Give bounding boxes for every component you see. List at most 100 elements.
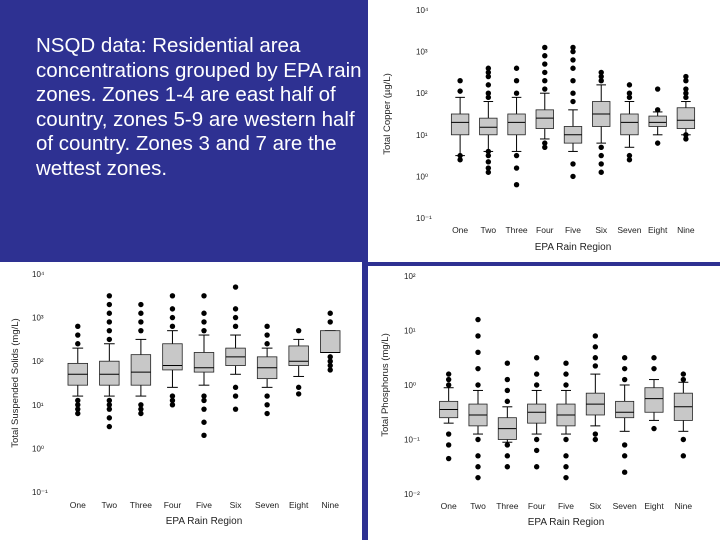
category-label: Six bbox=[230, 500, 243, 510]
outlier-point bbox=[533, 447, 540, 454]
y-tick-label: 10⁻¹ bbox=[404, 436, 420, 445]
iqr-box bbox=[450, 113, 470, 136]
iqr-box bbox=[99, 360, 120, 386]
category-label: Two bbox=[470, 501, 486, 511]
outlier-point bbox=[327, 367, 333, 373]
outlier-point bbox=[445, 382, 452, 388]
outlier-point bbox=[485, 90, 492, 96]
y-tick-label: 10⁻¹ bbox=[32, 488, 48, 497]
outlier-point bbox=[201, 393, 207, 399]
iqr-box bbox=[676, 107, 696, 129]
box-five bbox=[563, 44, 583, 180]
phosphorus-boxplot-chart: 10⁻² 10⁻¹ 10⁰ 10¹ 10² One Two Three Four Five Six S… bbox=[380, 272, 693, 528]
outlier-point bbox=[169, 306, 176, 312]
outlier-point bbox=[106, 406, 113, 412]
iqr-box bbox=[162, 343, 183, 371]
category-label: Three bbox=[505, 225, 527, 235]
outlier-point bbox=[504, 376, 511, 383]
outlier-point bbox=[533, 464, 540, 470]
outlier-point bbox=[542, 61, 548, 67]
y-tick-label: 10⁻² bbox=[404, 490, 420, 499]
outlier-point bbox=[106, 319, 113, 325]
outlier-point bbox=[138, 327, 144, 334]
iqr-box bbox=[527, 403, 547, 424]
iqr-box bbox=[535, 109, 554, 129]
outlier-point bbox=[232, 323, 239, 330]
category-label: Eight bbox=[289, 500, 309, 510]
outlier-point bbox=[513, 182, 520, 188]
outlier-point bbox=[445, 371, 452, 377]
box-four bbox=[535, 44, 554, 150]
category-label: Three bbox=[130, 500, 152, 510]
outlier-point bbox=[598, 69, 604, 76]
outlier-point bbox=[683, 136, 689, 142]
outlier-point bbox=[683, 73, 689, 80]
y-tick-label: 10¹ bbox=[404, 327, 416, 336]
outlier-point bbox=[327, 319, 333, 325]
outlier-point bbox=[592, 363, 599, 369]
outlier-point bbox=[621, 453, 628, 459]
outlier-point bbox=[485, 165, 492, 171]
outlier-point bbox=[563, 453, 569, 459]
outlier-point bbox=[201, 432, 207, 439]
outlier-point bbox=[232, 306, 239, 312]
y-tick-label: 10² bbox=[416, 89, 428, 98]
outlier-point bbox=[626, 90, 633, 96]
outlier-point bbox=[75, 410, 81, 417]
x-axis-label: EPA Rain Region bbox=[535, 242, 612, 253]
outlier-point bbox=[621, 376, 628, 383]
iqr-box bbox=[620, 113, 639, 136]
outlier-point bbox=[598, 78, 604, 84]
category-label: Four bbox=[536, 225, 554, 235]
outlier-point bbox=[563, 464, 569, 470]
outlier-point bbox=[75, 341, 81, 347]
outlier-point bbox=[592, 333, 599, 339]
outlier-point bbox=[504, 387, 511, 394]
copper-boxplot-chart: 10⁻¹ 10⁰ 10¹ 10² 10³ 10⁴ One Two Three Four Five Si… bbox=[382, 6, 696, 253]
outlier-point bbox=[169, 323, 176, 330]
outlier-point bbox=[533, 382, 540, 388]
outlier-point bbox=[475, 474, 481, 481]
iqr-box bbox=[644, 387, 664, 413]
y-tick-label: 10⁴ bbox=[416, 6, 429, 15]
category-label: One bbox=[452, 225, 468, 235]
box-six bbox=[592, 69, 611, 175]
outlier-point bbox=[621, 469, 628, 475]
outlier-point bbox=[533, 355, 540, 361]
box-three bbox=[507, 65, 526, 188]
outlier-point bbox=[138, 406, 144, 412]
outlier-point bbox=[232, 406, 239, 412]
box-one bbox=[450, 78, 470, 163]
category-label: Seven bbox=[255, 500, 279, 510]
outlier-point bbox=[106, 397, 113, 404]
category-label: Eight bbox=[648, 225, 668, 235]
outlier-point bbox=[563, 436, 569, 443]
outlier-point bbox=[651, 365, 657, 372]
outlier-point bbox=[626, 152, 633, 159]
box-five bbox=[556, 360, 576, 481]
outlier-point bbox=[592, 344, 599, 350]
outlier-point bbox=[563, 371, 569, 377]
outlier-point bbox=[485, 69, 492, 76]
outlier-point bbox=[570, 98, 576, 105]
outlier-point bbox=[169, 293, 176, 299]
outlier-point bbox=[201, 293, 207, 299]
box-eight bbox=[288, 327, 309, 397]
category-label: One bbox=[70, 500, 86, 510]
box-nine bbox=[320, 310, 341, 373]
outlier-point bbox=[327, 358, 333, 364]
outlier-point bbox=[542, 78, 548, 84]
outlier-point bbox=[542, 69, 548, 76]
outlier-point bbox=[485, 152, 492, 159]
y-tick-label: 10⁰ bbox=[32, 444, 44, 453]
y-tick-label: 10² bbox=[404, 272, 416, 281]
outlier-point bbox=[106, 336, 113, 343]
outlier-point bbox=[592, 355, 599, 361]
y-tick-label: 10³ bbox=[416, 48, 428, 57]
copper-chart-panel: 10⁻¹ 10⁰ 10¹ 10² 10³ 10⁴ One Two Three Four Five Si… bbox=[368, 0, 720, 262]
box-seven bbox=[620, 82, 639, 163]
outlier-point bbox=[542, 140, 548, 146]
outlier-point bbox=[533, 371, 540, 377]
outlier-point bbox=[232, 384, 239, 391]
outlier-point bbox=[475, 316, 481, 323]
